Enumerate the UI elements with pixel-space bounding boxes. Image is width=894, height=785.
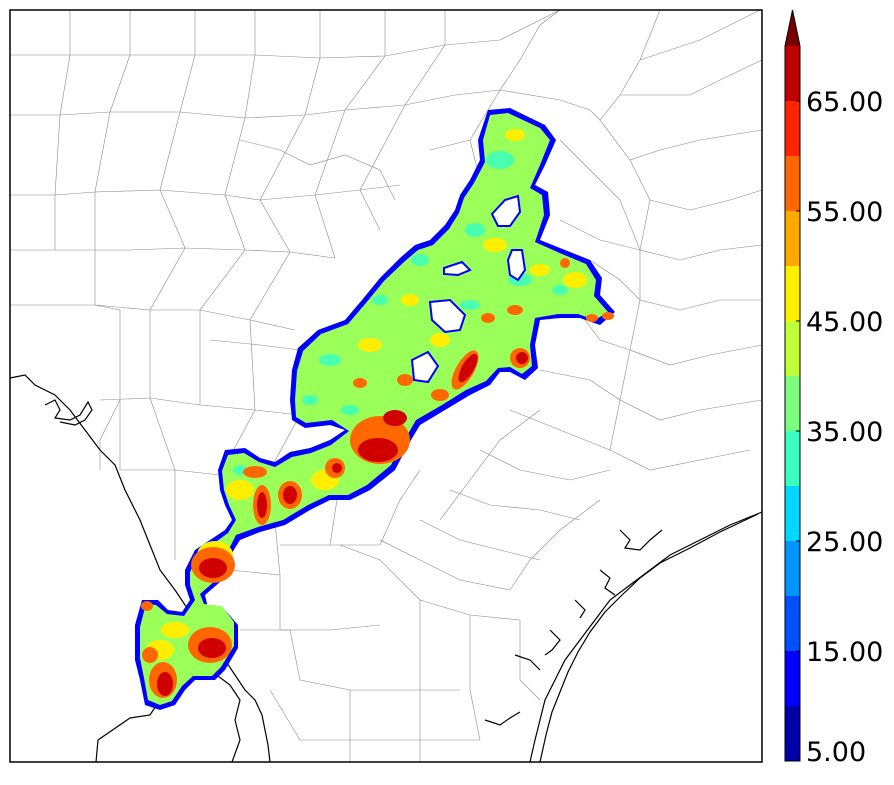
barrier-island xyxy=(539,513,759,763)
colorbar-level-6 xyxy=(785,376,800,431)
colorbar-tick-label: 45.00 xyxy=(806,307,883,338)
colorbar-level-8 xyxy=(785,266,800,321)
colorbar-tick-label: 5.00 xyxy=(806,737,866,768)
colorbar-level-1 xyxy=(785,651,800,706)
echo-body xyxy=(140,113,608,705)
colorbar-level-9 xyxy=(785,211,800,266)
colorbar-outline xyxy=(784,9,801,762)
map-panel xyxy=(9,9,763,763)
colorbar-tick-label: 65.00 xyxy=(806,87,883,118)
echo-gaps xyxy=(410,194,527,384)
rio-grande-border xyxy=(9,374,271,763)
colorbar: 5.00 15.00 25.00 35.00 45.00 55.00 65.00 xyxy=(784,9,883,768)
colorbar-level-11 xyxy=(785,101,800,156)
colorbar-level-4 xyxy=(785,486,800,541)
colorbar-level-0 xyxy=(785,706,800,761)
colorbar-level-5 xyxy=(785,431,800,486)
reflectivity-field xyxy=(135,108,615,710)
colorbar-level-7 xyxy=(785,321,800,376)
map-frame xyxy=(9,9,763,763)
colorbar-tick-label: 25.00 xyxy=(806,527,883,558)
colorbar-level-10 xyxy=(785,156,800,211)
bay-shoreline xyxy=(484,529,663,726)
colorbar-levels xyxy=(785,46,800,761)
colorbar-level-12 xyxy=(785,46,800,101)
lake-outline xyxy=(44,399,93,426)
colorbar-tick-label: 15.00 xyxy=(806,637,883,668)
colorbar-tick-label: 55.00 xyxy=(806,197,883,228)
county-boundaries xyxy=(9,9,763,762)
colorbar-level-3 xyxy=(785,541,800,596)
echo-red-cores xyxy=(157,352,528,696)
colorbar-extend-arrow xyxy=(785,10,800,46)
colorbar-ticks: 5.00 15.00 25.00 35.00 45.00 55.00 65.00 xyxy=(796,87,883,768)
colorbar-tick-label: 35.00 xyxy=(806,417,883,448)
colorbar-level-2 xyxy=(785,596,800,651)
coastline xyxy=(529,511,763,763)
